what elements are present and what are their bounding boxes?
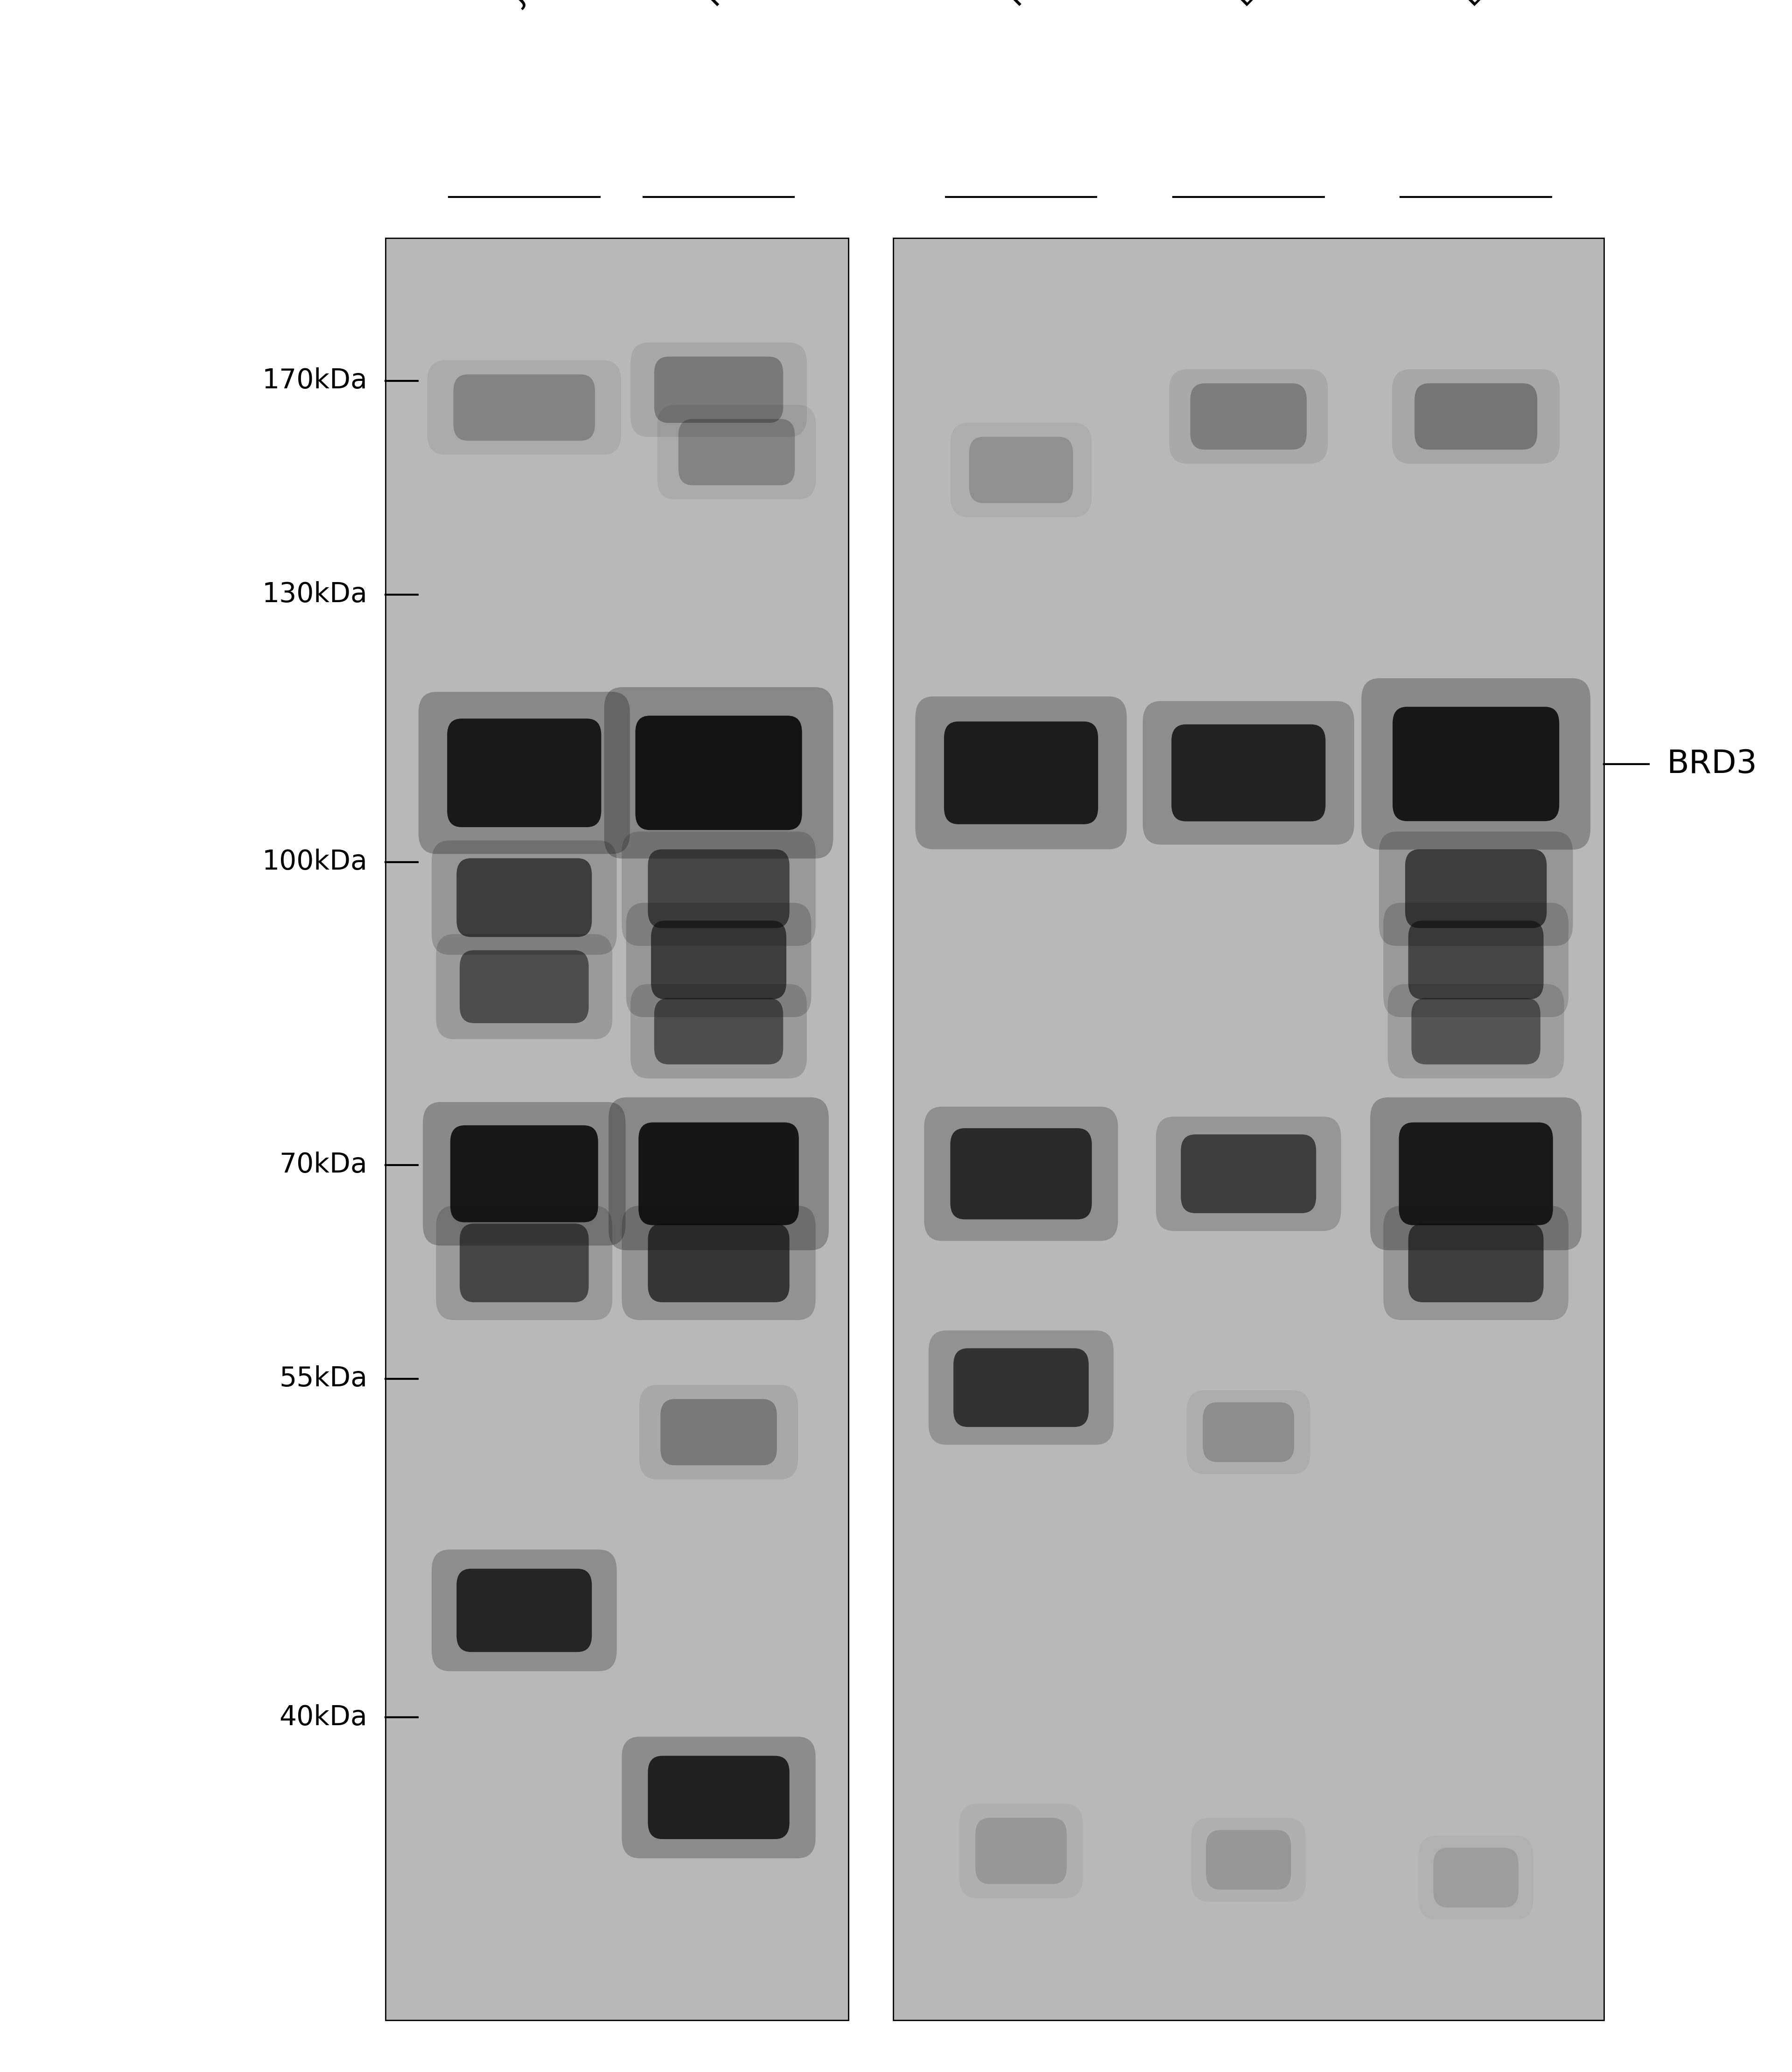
FancyBboxPatch shape [625,903,812,1017]
FancyBboxPatch shape [953,1349,1090,1428]
FancyBboxPatch shape [640,1384,797,1479]
FancyBboxPatch shape [432,841,616,955]
FancyBboxPatch shape [1412,999,1541,1065]
FancyBboxPatch shape [622,831,815,945]
FancyBboxPatch shape [1181,1135,1315,1214]
FancyBboxPatch shape [649,1755,790,1840]
Text: Jurkat: Jurkat [504,0,586,10]
Text: 40kDa: 40kDa [280,1703,367,1730]
FancyBboxPatch shape [638,1123,799,1225]
FancyBboxPatch shape [1190,383,1306,450]
FancyBboxPatch shape [423,1102,625,1245]
FancyBboxPatch shape [450,1125,599,1222]
Text: 170kDa: 170kDa [262,367,367,394]
FancyBboxPatch shape [1392,707,1559,821]
Text: 70kDa: 70kDa [280,1152,367,1179]
FancyBboxPatch shape [944,721,1098,825]
FancyBboxPatch shape [1168,369,1328,464]
FancyBboxPatch shape [1400,1123,1554,1225]
FancyBboxPatch shape [679,419,796,485]
FancyBboxPatch shape [1383,1206,1568,1320]
FancyBboxPatch shape [461,1222,590,1301]
FancyBboxPatch shape [925,1106,1118,1241]
FancyBboxPatch shape [1409,920,1543,999]
FancyBboxPatch shape [1143,700,1355,845]
FancyBboxPatch shape [631,342,806,437]
FancyBboxPatch shape [658,404,815,499]
FancyBboxPatch shape [419,692,631,854]
FancyBboxPatch shape [928,1330,1113,1444]
Text: 55kDa: 55kDa [280,1365,367,1392]
Text: 100kDa: 100kDa [262,850,367,874]
Text: HeLa: HeLa [699,0,772,10]
FancyBboxPatch shape [453,375,595,441]
FancyBboxPatch shape [1387,984,1564,1077]
FancyBboxPatch shape [950,1127,1091,1218]
FancyBboxPatch shape [631,984,806,1077]
FancyBboxPatch shape [1392,369,1559,464]
FancyBboxPatch shape [1156,1117,1340,1231]
FancyBboxPatch shape [435,1206,613,1320]
FancyBboxPatch shape [457,1569,591,1651]
FancyBboxPatch shape [1186,1390,1310,1473]
FancyBboxPatch shape [950,423,1091,518]
FancyBboxPatch shape [1414,383,1538,450]
Text: 130kDa: 130kDa [262,582,367,607]
FancyBboxPatch shape [969,437,1073,503]
FancyBboxPatch shape [1380,831,1573,945]
FancyBboxPatch shape [1409,1222,1543,1301]
FancyBboxPatch shape [636,715,803,831]
FancyBboxPatch shape [649,850,790,928]
FancyBboxPatch shape [448,719,602,827]
FancyBboxPatch shape [604,688,833,858]
FancyBboxPatch shape [385,238,848,2020]
FancyBboxPatch shape [1202,1403,1294,1463]
FancyBboxPatch shape [457,858,591,937]
FancyBboxPatch shape [461,951,590,1024]
FancyBboxPatch shape [1383,903,1568,1017]
FancyBboxPatch shape [892,238,1604,2020]
FancyBboxPatch shape [1362,678,1591,850]
FancyBboxPatch shape [654,999,783,1065]
FancyBboxPatch shape [916,696,1127,850]
FancyBboxPatch shape [426,361,622,456]
FancyBboxPatch shape [1371,1098,1582,1249]
FancyBboxPatch shape [654,356,783,423]
Text: DU145: DU145 [1228,0,1321,10]
FancyBboxPatch shape [975,1817,1066,1883]
FancyBboxPatch shape [650,920,787,999]
Text: BT-474: BT-474 [1455,0,1548,10]
FancyBboxPatch shape [609,1098,828,1249]
FancyBboxPatch shape [1434,1848,1518,1908]
FancyBboxPatch shape [1206,1830,1290,1890]
FancyBboxPatch shape [622,1736,815,1859]
FancyBboxPatch shape [649,1222,790,1301]
FancyBboxPatch shape [435,934,613,1040]
FancyBboxPatch shape [432,1550,616,1672]
FancyBboxPatch shape [661,1399,778,1465]
FancyBboxPatch shape [1405,850,1546,928]
Text: HepG2: HepG2 [1000,0,1093,10]
FancyBboxPatch shape [1172,725,1326,821]
FancyBboxPatch shape [622,1206,815,1320]
Text: BRD3: BRD3 [1667,748,1758,779]
